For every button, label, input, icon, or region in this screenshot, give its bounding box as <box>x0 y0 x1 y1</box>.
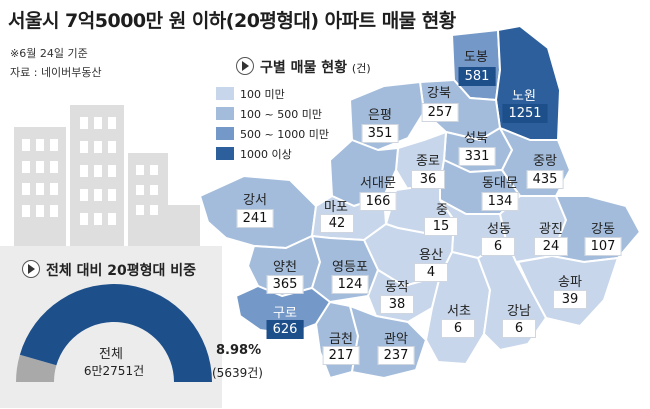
district-value-yongsan: 4 <box>414 263 448 282</box>
district-name-yangcheon: 양천 <box>273 260 297 275</box>
district-value-gangseo: 241 <box>236 209 274 228</box>
district-name-dongdaemun: 동대문 <box>482 176 518 191</box>
district-name-eunpyeong: 은평 <box>368 108 392 123</box>
district-value-gangbuk: 257 <box>421 103 459 122</box>
play-bullet-icon <box>236 57 254 75</box>
legend-swatch <box>216 107 234 120</box>
legend-label: 1000 이상 <box>240 148 292 161</box>
district-name-gangbuk: 강북 <box>427 86 451 101</box>
district-value-eunpyeong: 351 <box>361 124 399 143</box>
legend-swatch <box>216 87 234 100</box>
district-name-seongbuk: 성북 <box>464 131 488 146</box>
ratio-title: 전체 대비 20평형대 비중 <box>22 260 196 280</box>
legend-label: 100 미만 <box>240 88 285 101</box>
district-value-dobong: 581 <box>458 67 496 86</box>
district-name-gangdong: 강동 <box>591 222 615 237</box>
total-value: 6만2751건 <box>83 364 145 378</box>
district-value-gangdong: 107 <box>584 237 622 256</box>
district-value-dongdaemun: 134 <box>481 192 519 211</box>
ratio-title-text: 전체 대비 20평형대 비중 <box>46 263 197 279</box>
buildings-illustration <box>14 105 200 255</box>
district-value-mapo: 42 <box>320 214 354 233</box>
district-name-songpa: 송파 <box>558 275 582 290</box>
district-name-gwangjin: 광진 <box>539 222 563 237</box>
district-name-mapo: 마포 <box>324 200 348 215</box>
district-name-gangseo: 강서 <box>243 193 267 208</box>
district-value-jungnang: 435 <box>526 170 564 189</box>
legend-unit: (건) <box>351 62 371 75</box>
legend-item: 500 ~ 1000 미만 <box>216 126 329 142</box>
legend-item: 100 ~ 500 미만 <box>216 106 322 122</box>
district-value-gangnam: 6 <box>502 319 536 338</box>
legend-swatch <box>216 147 234 160</box>
legend-title-text: 구별 매물 현황 <box>260 60 348 76</box>
legend-item: 1000 이상 <box>216 146 292 162</box>
page-title: 서울시 7억5000만 원 이하(20평형대) 아파트 매물 현황 <box>8 10 456 32</box>
district-name-gangnam: 강남 <box>507 304 531 319</box>
total-label: 전체 <box>99 347 123 362</box>
district-name-nowon: 노원 <box>512 89 536 104</box>
legend-item: 100 미만 <box>216 86 285 102</box>
legend-label: 100 ~ 500 미만 <box>240 108 322 121</box>
district-value-guro: 626 <box>266 320 304 339</box>
district-name-guro: 구로 <box>273 306 297 321</box>
district-value-seocho: 6 <box>441 319 475 338</box>
share-count: (5639건) <box>212 366 263 380</box>
source-note: 자료 : 네이버부동산 <box>10 66 102 79</box>
district-name-dobong: 도봉 <box>464 50 488 65</box>
share-percent: 8.98% <box>216 343 262 358</box>
district-name-seongdong: 성동 <box>487 222 511 237</box>
district-value-gwanak: 237 <box>377 346 415 365</box>
district-value-geumcheon: 217 <box>322 346 360 365</box>
district-value-seongbuk: 331 <box>458 147 496 166</box>
legend-title: 구별 매물 현황 (건) <box>236 57 371 77</box>
district-value-nowon: 1251 <box>502 104 548 123</box>
gauge-rest-arc <box>16 354 57 382</box>
district-name-yeongdeungpo: 영등포 <box>332 260 368 275</box>
district-name-seocho: 서초 <box>447 304 471 319</box>
district-value-songpa: 39 <box>553 290 587 309</box>
district-value-seongdong: 6 <box>481 237 515 256</box>
district-name-yongsan: 용산 <box>419 248 443 263</box>
district-name-gwanak: 관악 <box>384 332 408 347</box>
district-value-gwangjin: 24 <box>534 237 568 256</box>
district-name-seodaemun: 서대문 <box>360 176 396 191</box>
date-note: ※6월 24일 기준 <box>10 47 88 60</box>
district-value-dongjak: 38 <box>380 295 414 314</box>
district-value-jongno: 36 <box>411 170 445 189</box>
play-bullet-icon <box>22 260 40 278</box>
legend-label: 500 ~ 1000 미만 <box>240 128 329 141</box>
district-name-jongno: 종로 <box>416 154 440 169</box>
district-name-jungnang: 중랑 <box>533 154 557 169</box>
district-value-seodaemun: 166 <box>359 192 397 211</box>
district-value-yeongdeungpo: 124 <box>331 275 369 294</box>
district-value-jung: 15 <box>424 217 458 236</box>
legend-swatch <box>216 127 234 140</box>
district-value-yangcheon: 365 <box>266 275 304 294</box>
district-name-geumcheon: 금천 <box>329 332 353 347</box>
district-name-dongjak: 동작 <box>385 280 409 295</box>
district-name-jung: 중 <box>436 203 448 218</box>
gauge-share-arc <box>19 283 213 382</box>
